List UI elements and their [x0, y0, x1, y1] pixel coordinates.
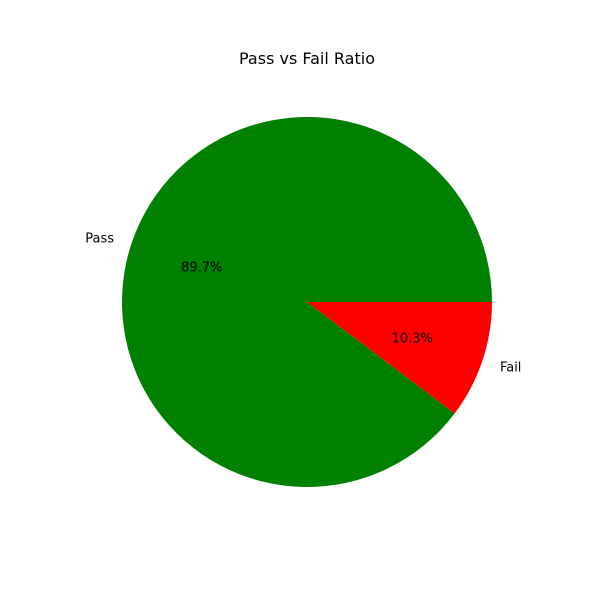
pie-labels: Pass 89.7% Fail 10.3%	[85, 231, 521, 375]
pie-slice-pass	[122, 116, 492, 487]
chart-title: Pass vs Fail Ratio	[239, 49, 375, 68]
pie-slice-fail	[307, 302, 492, 414]
slice-percent-fail: 10.3%	[392, 331, 433, 346]
slice-label-pass: Pass	[85, 231, 114, 246]
slice-percent-pass: 89.7%	[181, 261, 222, 276]
slice-label-fail: Fail	[500, 361, 521, 376]
pie-slices	[122, 116, 492, 487]
